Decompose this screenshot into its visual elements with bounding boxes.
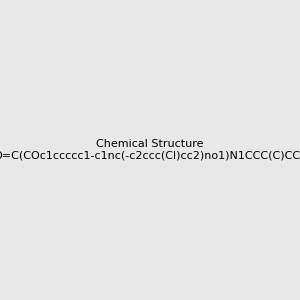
Text: Chemical Structure
O=C(COc1ccccc1-c1nc(-c2ccc(Cl)cc2)no1)N1CCC(C)CC1: Chemical Structure O=C(COc1ccccc1-c1nc(-…: [0, 139, 300, 161]
